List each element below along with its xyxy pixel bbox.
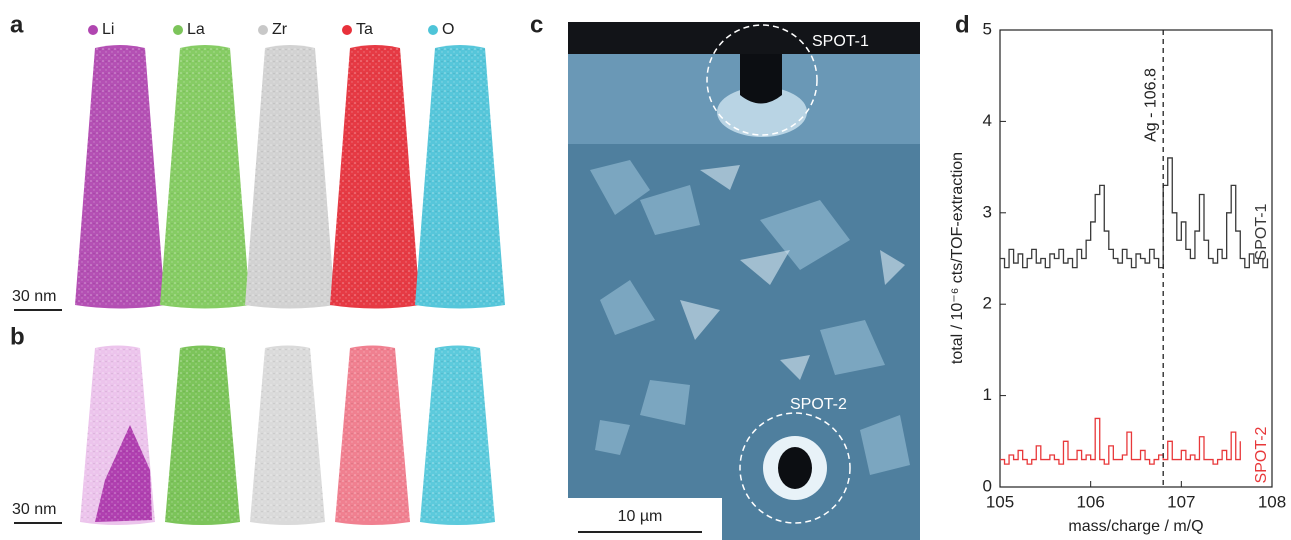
- panel-label: b: [10, 323, 25, 350]
- legend-label: O: [442, 21, 454, 38]
- cones-a: [75, 45, 505, 309]
- legend-dot: [88, 25, 98, 35]
- scale-bar-label: 10 µm: [618, 508, 663, 525]
- y-axis-label: total / 10⁻⁶ cts/TOF-extraction: [949, 152, 966, 364]
- panel-label: d: [955, 11, 970, 38]
- y-tick-label: 1: [983, 385, 992, 404]
- annotation: Ag - 106.8: [1142, 68, 1159, 142]
- sem-image: SPOT-1 SPOT-2: [568, 22, 920, 540]
- panel-label: a: [10, 11, 24, 38]
- legend-dot: [173, 25, 183, 35]
- legend-label: Zr: [272, 21, 288, 38]
- texture: [75, 48, 505, 305]
- cones-b: [80, 346, 495, 526]
- spot-label: SPOT-2: [790, 396, 847, 413]
- legend-label: Li: [102, 21, 114, 38]
- y-tick-label: 5: [983, 19, 992, 38]
- y-tick-label: 3: [983, 202, 992, 221]
- series-line: [1000, 418, 1240, 464]
- panel-label: c: [530, 11, 543, 38]
- y-tick-label: 0: [983, 476, 992, 495]
- scale-bar-label: 30 nm: [12, 288, 56, 305]
- texture: [80, 348, 495, 522]
- x-axis-label: mass/charge / m/Q: [1068, 518, 1203, 535]
- series-label: SPOT-2: [1253, 426, 1270, 483]
- y-tick-label: 4: [983, 111, 992, 130]
- legend-label: La: [187, 21, 205, 38]
- crater-hole: [740, 54, 782, 104]
- legend-dot: [342, 25, 352, 35]
- series-label: SPOT-1: [1253, 203, 1270, 260]
- scale-bar-label: 30 nm: [12, 501, 56, 518]
- series-line: [1000, 158, 1267, 268]
- x-tick-label: 107: [1167, 492, 1195, 511]
- x-tick-label: 106: [1076, 492, 1104, 511]
- x-tick-label: 108: [1258, 492, 1286, 511]
- page: a b c d Li La Zr Ta O 30 nm 30 nm: [0, 0, 1291, 540]
- legend-dot: [258, 25, 268, 35]
- crater-hole: [778, 447, 812, 489]
- figure: a b c d Li La Zr Ta O 30 nm 30 nm: [0, 0, 1291, 540]
- legend-dot: [428, 25, 438, 35]
- legend-label: Ta: [356, 21, 373, 38]
- spot-label: SPOT-1: [812, 33, 869, 50]
- y-tick-label: 2: [983, 294, 992, 313]
- element-legend: Li La Zr Ta O: [88, 21, 454, 38]
